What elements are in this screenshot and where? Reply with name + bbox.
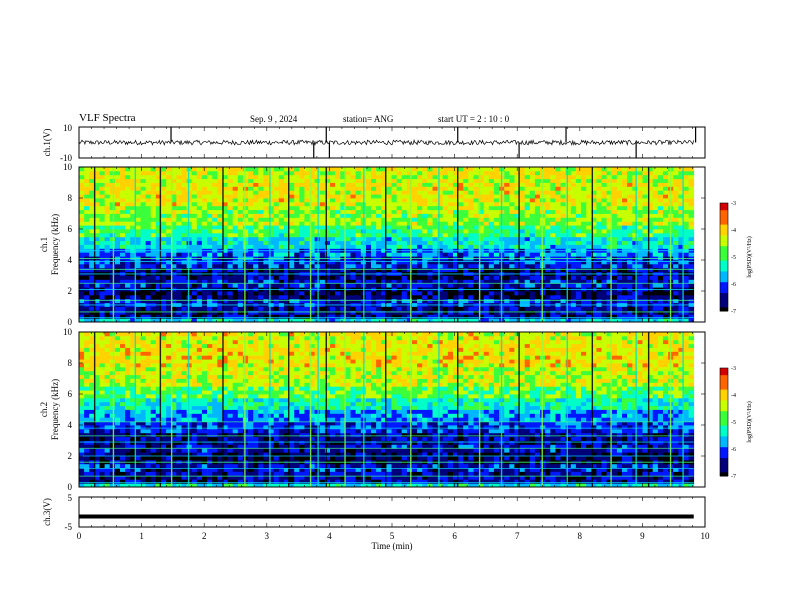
x-tick-label-10: 10 [701,531,711,541]
ch3-ylabel: ch.3(V) [42,498,52,526]
ch1-ytick-top: 10 [63,123,73,133]
ch3-ytick-top: 5 [68,493,73,503]
ch1-ytick-4: 4 [68,255,73,265]
ch1-ytick-10: 10 [63,162,73,172]
colorbar-tick--4: -4 [731,393,736,399]
ch2-ytick-4: 4 [68,420,73,430]
ch1-ytick-bottom: -10 [60,153,72,163]
colorbar-tick--4: -4 [731,228,736,234]
ch2-ytick-2: 2 [68,451,73,461]
ch1-channel-label: ch.1 [39,237,49,252]
x-tick-label-1: 1 [139,531,144,541]
ch2-ytick-8: 8 [68,358,73,368]
ch1-ytick-0: 0 [68,317,73,327]
x-tick-label-9: 9 [640,531,645,541]
station-label: station= ANG [343,114,394,124]
ch1-colorbar: -3 -4 -5 -6 -7 log(PSD)(V²/Hz) [719,201,753,315]
x-tick-label-4: 4 [327,531,332,541]
x-axis-label: Time (min) [372,541,413,551]
ch1-waveform-trace [78,139,695,147]
x-tick-label-3: 3 [265,531,270,541]
ch3-ytick-bottom: -5 [65,522,73,532]
ch1-ylabel: ch.1(V) [42,129,52,157]
ch2-ytick-6: 6 [68,389,73,399]
colorbar-frame [719,202,729,312]
x-tick-label-0: 0 [77,531,82,541]
colorbar-frame [719,367,729,477]
ch3-waveform-frame [78,496,706,528]
colorbar-tick--3: -3 [731,366,736,372]
start-time-label: start UT = 2 : 10 : 0 [438,114,510,124]
ch1-ytick-8: 8 [68,193,73,203]
ch2-ytick-10: 10 [63,327,73,337]
colorbar-tick--5: -5 [731,420,736,426]
ch2-frequency-label: Frequency (kHz) [50,379,60,440]
ch2-ytick-0: 0 [68,482,73,492]
ch1-ytick-2: 2 [68,286,73,296]
ch1-frequency-label: Frequency (kHz) [50,214,60,275]
x-tick-label-2: 2 [202,531,207,541]
colorbar-label: log(PSD)(V²/Hz) [746,236,753,277]
x-tick-label-8: 8 [578,531,583,541]
colorbar-tick--6: -6 [731,447,736,453]
ch2-spectrogram-image [79,332,695,488]
ch2-colorbar: -3 -4 -5 -6 -7 log(PSD)(V²/Hz) [719,366,753,480]
ch1-ytick-6: 6 [68,224,73,234]
colorbar-tick--7: -7 [731,309,736,315]
ch1-waveform-plot [78,127,697,158]
ch2-channel-label: ch.2 [39,402,49,417]
x-tick-label-7: 7 [515,531,520,541]
colorbar-tick--3: -3 [731,201,736,207]
figure-title: VLF Spectra [79,112,136,124]
ch1-spectrogram-image [79,167,695,323]
colorbar-tick--5: -5 [731,255,736,261]
colorbar-tick--6: -6 [731,282,736,288]
x-tick-label-6: 6 [452,531,457,541]
colorbar-tick--7: -7 [731,474,736,480]
colorbar-label: log(PSD)(V²/Hz) [746,401,753,442]
date-label: Sep. 9 , 2024 [250,114,298,124]
x-tick-label-5: 5 [390,531,395,541]
